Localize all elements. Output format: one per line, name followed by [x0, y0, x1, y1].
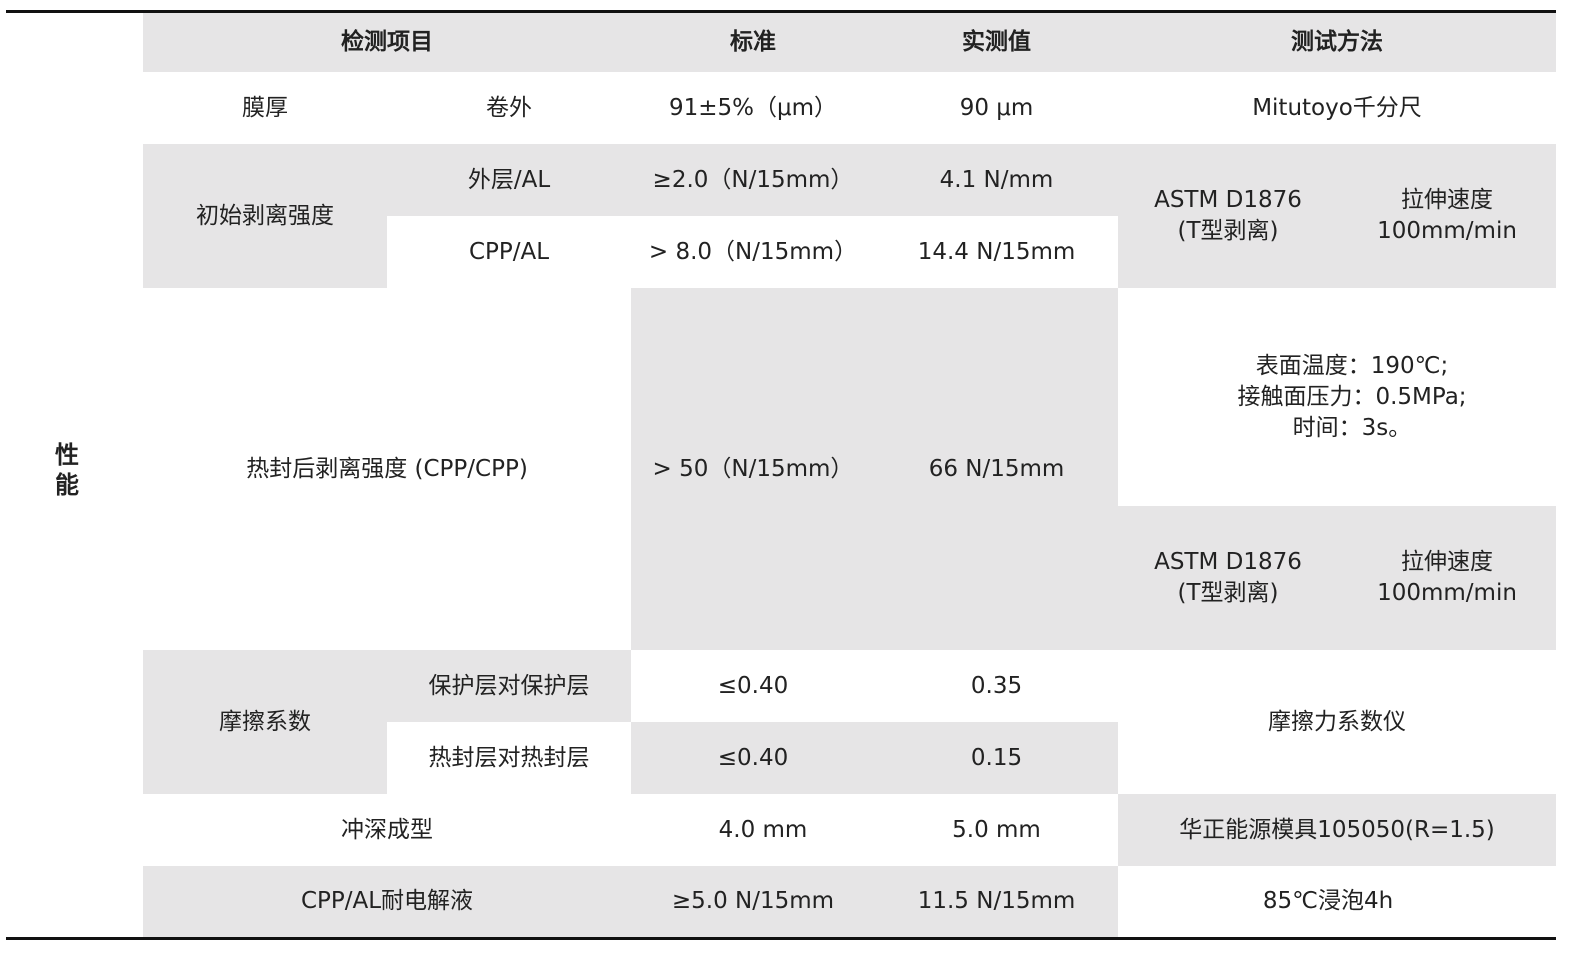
bottom-rule	[6, 937, 1556, 940]
peel-item: 初始剥离强度	[143, 144, 387, 288]
friction-seal-measured: 0.15	[875, 722, 1118, 794]
heat-seal-measured: 66 N/15mm	[875, 288, 1118, 650]
section-label: 性 能	[55, 441, 79, 499]
top-rule	[6, 10, 1556, 13]
peel-cpp-sub: CPP/AL	[468, 238, 550, 265]
peel-speed: 拉伸速度 100mm/min	[1338, 144, 1556, 288]
friction-item: 摩擦系数	[143, 650, 387, 794]
thickness-measured: 90 μm	[959, 94, 1034, 121]
peel-outer-sub: 外层/AL	[387, 144, 631, 216]
heat-seal-conditions: 表面温度：190℃; 接触面压力：0.5MPa; 时间：3s。	[1237, 352, 1467, 441]
electrolyte-measured: 11.5 N/15mm	[875, 866, 1118, 937]
heat-seal-item: 热封后剥离强度 (CPP/CPP)	[246, 455, 528, 482]
peel-outer-measured: 4.1 N/mm	[875, 144, 1118, 216]
deep-draw-measured: 5.0 mm	[952, 816, 1041, 843]
friction-seal-standard: ≤0.40	[631, 722, 875, 794]
header-standard: 标准	[631, 13, 875, 72]
heat-seal-speed: 拉伸速度 100mm/min	[1338, 506, 1556, 650]
friction-seal-sub: 热封层对热封层	[428, 744, 590, 771]
deep-draw-standard: 4.0 mm	[718, 816, 808, 843]
electrolyte-standard: ≥5.0 N/15mm	[631, 866, 875, 937]
thickness-sub: 卷外	[486, 94, 532, 121]
header-method: 测试方法	[1118, 13, 1556, 72]
friction-protect-sub: 保护层对保护层	[387, 650, 631, 722]
thickness-item: 膜厚	[242, 94, 288, 121]
header-measured: 实测值	[875, 13, 1118, 72]
header-item: 检测项目	[143, 13, 631, 72]
peel-cpp-measured: 14.4 N/15mm	[917, 238, 1076, 265]
heat-seal-standard: > 50（N/15mm）	[631, 288, 875, 650]
electrolyte-item: CPP/AL耐电解液	[143, 866, 631, 937]
peel-method: ASTM D1876 (T型剥离)	[1118, 144, 1338, 288]
deep-draw-item: 冲深成型	[341, 816, 433, 843]
peel-cpp-standard: > 8.0（N/15mm）	[648, 238, 858, 265]
thickness-method: Mitutoyo千分尺	[1252, 94, 1422, 121]
thickness-standard: 91±5%（μm）	[668, 94, 838, 121]
heat-seal-method: ASTM D1876 (T型剥离)	[1118, 506, 1338, 650]
peel-outer-standard: ≥2.0（N/15mm）	[631, 144, 875, 216]
friction-protect-standard: ≤0.40	[717, 672, 789, 699]
friction-protect-measured: 0.35	[970, 672, 1023, 699]
friction-method: 摩擦力系数仪	[1268, 708, 1406, 735]
electrolyte-method: 85℃浸泡4h	[1262, 888, 1394, 914]
deep-draw-method: 华正能源模具105050(R=1.5)	[1118, 794, 1556, 866]
